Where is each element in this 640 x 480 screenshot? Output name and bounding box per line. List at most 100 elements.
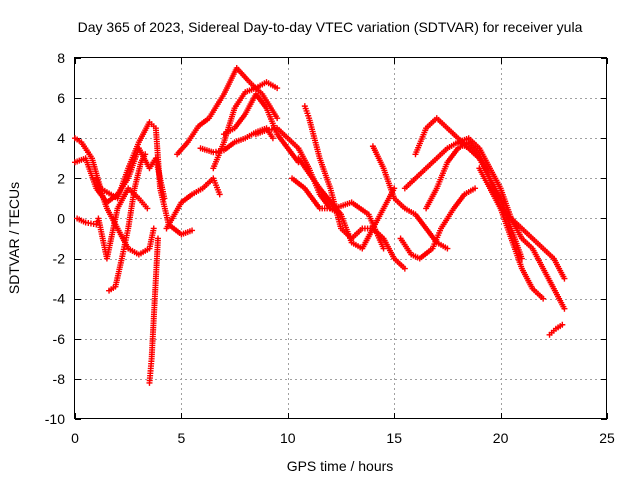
series-track-15 (289, 175, 387, 252)
y-tick-label: -6 (53, 331, 66, 347)
data-trail (108, 284, 117, 293)
data-trail (296, 157, 322, 190)
data-trail (319, 205, 336, 212)
x-tick-label: 25 (599, 430, 615, 446)
data-trail (152, 237, 161, 280)
data-trail (467, 136, 481, 150)
data-trail (551, 287, 567, 310)
data-trail (303, 187, 322, 210)
data-trail (146, 227, 157, 250)
data-trail (126, 141, 141, 170)
series-track-5 (106, 151, 149, 294)
data-trail (112, 257, 125, 288)
data-trail (223, 126, 236, 137)
data-trail (403, 206, 417, 217)
data-trail (232, 112, 247, 130)
series-track-8 (174, 65, 281, 158)
x-tick-label: 10 (280, 430, 296, 446)
data-trail (235, 66, 251, 84)
data-trail (366, 213, 386, 250)
data-trail (119, 227, 131, 260)
data-trail (244, 85, 257, 95)
tick-layer (75, 58, 608, 420)
data-trail (360, 227, 375, 250)
data-trail (361, 225, 374, 232)
x-tick-label: 0 (71, 430, 79, 446)
data-trail (296, 147, 312, 170)
data-trail (95, 217, 106, 240)
data-trail (148, 317, 157, 360)
data-trail (414, 166, 428, 180)
data-trail (207, 93, 226, 120)
data-trail (457, 140, 470, 151)
data-trail (488, 167, 503, 190)
data-trail (413, 127, 429, 156)
data-trail (446, 140, 459, 151)
data-trail (79, 141, 94, 160)
series-track-7 (163, 175, 223, 232)
series-track-10 (210, 79, 281, 172)
data-trail (338, 213, 354, 244)
data-trail (127, 246, 140, 257)
data-trail (477, 153, 492, 180)
data-trail (186, 125, 201, 144)
data-trail (541, 267, 556, 290)
data-trail (153, 127, 163, 190)
data-trail (477, 167, 492, 190)
data-trail (446, 126, 460, 140)
data-trail (83, 157, 99, 190)
x-tick-label: 15 (386, 430, 402, 446)
data-trail (392, 197, 407, 210)
data-trail (157, 187, 172, 226)
x-tick-label: 5 (178, 430, 186, 446)
plot-area-border (74, 57, 607, 419)
data-trail (531, 287, 545, 300)
data-trail (333, 200, 353, 211)
data-trail (244, 130, 257, 141)
series-track-3 (74, 185, 151, 262)
data-trail (463, 186, 476, 197)
data-trail (94, 177, 110, 210)
data-trail (439, 207, 456, 230)
data-trail (260, 93, 279, 120)
series-track-6 (146, 235, 161, 386)
series-track-23 (546, 321, 566, 338)
data-trail (531, 237, 545, 250)
data-layer (72, 65, 568, 386)
data-trail (248, 80, 264, 96)
data-trail (290, 176, 306, 190)
data-trail (164, 201, 184, 230)
data-trail (410, 252, 421, 261)
y-tick-label: -10 (45, 411, 65, 427)
series-track-20 (423, 139, 547, 302)
data-trail (233, 136, 247, 145)
data-trail (136, 121, 152, 144)
data-trail (541, 247, 556, 260)
data-trail (211, 177, 222, 196)
data-trail (74, 156, 87, 165)
y-tick-label: 6 (57, 90, 65, 106)
x-axis-label: GPS time / hours (287, 458, 394, 474)
data-trail (350, 240, 364, 251)
x-tick-label: 20 (493, 430, 509, 446)
series-track-16 (369, 143, 451, 252)
y-tick-label: -2 (53, 251, 66, 267)
data-trail (499, 207, 513, 220)
data-trail (180, 228, 193, 237)
data-trail (74, 136, 83, 144)
data-trail (104, 207, 120, 230)
y-tick-label: -4 (53, 291, 66, 307)
data-trail (137, 246, 151, 257)
data-trail (519, 267, 535, 290)
data-trail (520, 227, 534, 240)
data-trail (137, 197, 149, 210)
series-track-17 (397, 185, 479, 262)
data-trail (381, 237, 397, 260)
data-trail (199, 145, 215, 155)
data-trail (254, 92, 269, 110)
data-trail (197, 116, 211, 128)
data-trail (150, 277, 159, 320)
data-trail (148, 121, 157, 130)
